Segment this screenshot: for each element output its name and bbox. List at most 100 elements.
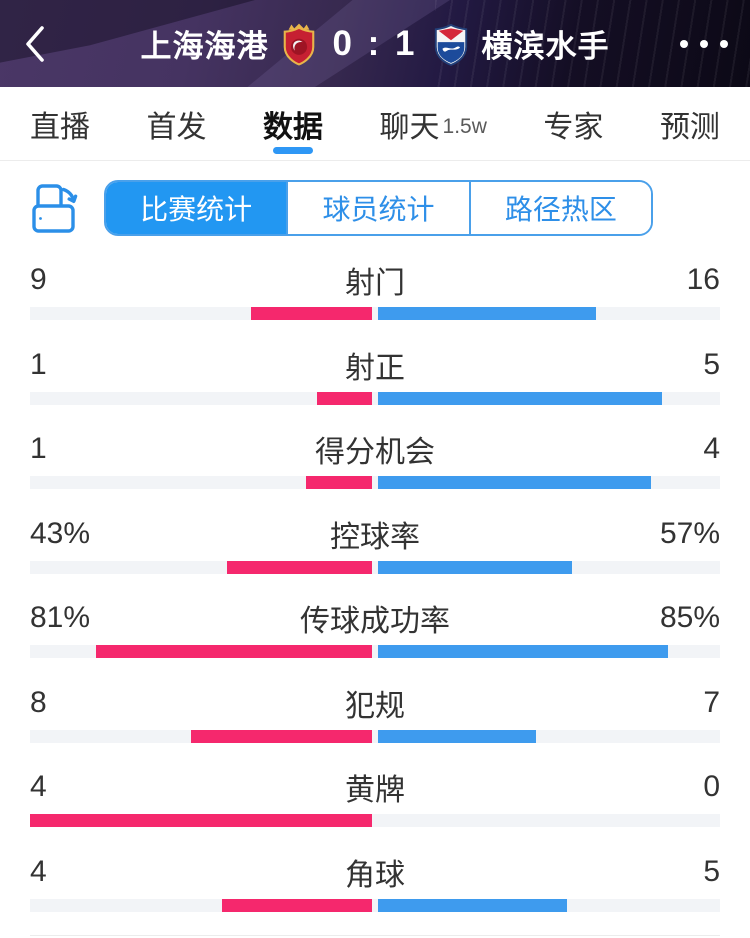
stat-line: 9 射门 16: [30, 259, 720, 301]
stat-bar-track: [30, 898, 720, 912]
stat-row: 4 黄牌 0: [30, 766, 720, 851]
stat-line: 43% 控球率 57%: [30, 513, 720, 555]
stat-home-value: 4: [30, 854, 47, 888]
home-team-badge-icon: [284, 23, 315, 66]
stat-home-value: 1: [30, 347, 47, 381]
stat-bar-home: [226, 560, 372, 574]
stat-home-value: 81%: [30, 601, 91, 634]
stat-home-value: 43%: [30, 516, 91, 550]
tab-label: 预测: [659, 110, 720, 144]
stat-bar-away: [378, 476, 651, 489]
stat-row: 1 射正 5: [30, 344, 720, 429]
tab-label: 聊天: [379, 110, 440, 144]
away-team-name: 横滨水手: [481, 29, 610, 64]
stat-line: 1 得分机会 4: [30, 428, 720, 470]
tab-label: 数据: [263, 110, 324, 144]
rotate-screen-button[interactable]: [30, 180, 90, 236]
match-header: 上海海港 0 : 1 横滨水手: [0, 0, 750, 87]
stat-label: 犯规: [345, 689, 405, 723]
stat-bar-away: [378, 898, 567, 912]
stat-row: 4 角球 5: [30, 851, 720, 936]
header-decoration: [435, 0, 750, 87]
segment-label: 球员统计: [322, 194, 435, 225]
active-tab-indicator: [273, 147, 314, 154]
section-divider: [30, 935, 720, 936]
stat-away-value: 7: [703, 685, 720, 719]
stat-label: 射门: [345, 267, 405, 300]
stat-bar-away: [378, 307, 596, 320]
stat-bar-away: [378, 645, 669, 658]
tab-expert[interactable]: 专家: [543, 87, 603, 160]
away-team-badge-icon: [434, 23, 467, 66]
chat-count-badge: 1.5w: [442, 114, 487, 138]
stat-row: 1 得分机会 4: [30, 428, 720, 513]
stat-row: 81% 传球成功率 85%: [30, 597, 720, 682]
stat-line: 4 黄牌 0: [30, 766, 720, 808]
stat-away-value: 4: [703, 432, 720, 465]
stat-line: 8 犯规 7: [30, 682, 720, 724]
stat-label: 角球: [345, 858, 405, 892]
tab-data[interactable]: 数据: [263, 87, 323, 160]
match-title: 上海海港 0 : 1 横滨水手: [0, 0, 750, 87]
stat-bar-home: [317, 391, 372, 405]
stat-bar-track: [30, 729, 720, 743]
stat-bar-track: [30, 645, 720, 658]
stat-row: 43% 控球率 57%: [30, 513, 720, 598]
stat-bar-home: [191, 729, 372, 743]
stat-bar-home: [306, 476, 372, 489]
stats-segmented-control: 比赛统计 球员统计 路径热区: [104, 180, 653, 236]
home-team-name: 上海海港: [140, 29, 269, 64]
stat-bar-track: [30, 560, 720, 574]
ellipsis-icon: [680, 39, 728, 48]
stat-bar-track: [30, 476, 720, 489]
segment-player-stats[interactable]: 球员统计: [286, 182, 469, 234]
tab-label: 专家: [543, 110, 604, 144]
stat-home-value: 4: [30, 770, 47, 803]
stats-subtab-row: 比赛统计 球员统计 路径热区: [0, 161, 750, 255]
tab-live[interactable]: 直播: [30, 87, 90, 160]
stat-row: 8 犯规 7: [30, 682, 720, 767]
segment-label: 比赛统计: [140, 194, 253, 225]
stat-bar-home: [250, 307, 372, 320]
stat-row: 9 射门 16: [30, 259, 720, 344]
stat-bar-away: [378, 391, 663, 405]
stat-line: 81% 传球成功率 85%: [30, 597, 720, 639]
tab-lineup[interactable]: 首发: [147, 87, 207, 160]
stat-line: 4 角球 5: [30, 851, 720, 893]
stat-label: 得分机会: [315, 436, 435, 469]
stat-away-value: 57%: [659, 516, 720, 550]
back-button[interactable]: [0, 0, 70, 87]
tab-label: 直播: [30, 110, 90, 144]
match-stats-list: 9 射门 16 1 射正 5 1 得分机会 4: [0, 255, 750, 935]
stat-bar-home: [95, 645, 372, 658]
stat-bar-track: [30, 307, 720, 320]
match-score: 0 : 1: [332, 23, 418, 63]
tab-predict[interactable]: 预测: [660, 87, 720, 160]
stat-label: 控球率: [330, 520, 420, 554]
stat-away-value: 16: [686, 263, 720, 296]
rotate-device-icon: [32, 184, 78, 233]
more-options-button[interactable]: [680, 0, 728, 87]
segment-match-stats[interactable]: 比赛统计: [106, 182, 287, 234]
main-tab-bar: 直播 首发 数据 聊天 1.5w 专家 预测: [0, 87, 750, 161]
stat-bar-home: [30, 814, 372, 827]
stat-label: 射正: [345, 351, 405, 385]
stat-bar-away: [378, 560, 572, 574]
stat-label: 传球成功率: [300, 605, 450, 638]
tab-chat[interactable]: 聊天 1.5w: [380, 87, 487, 160]
tab-label: 首发: [146, 110, 207, 144]
segment-label: 路径热区: [504, 194, 617, 225]
stat-home-value: 8: [30, 685, 47, 719]
stat-bar-track: [30, 391, 720, 405]
stat-line: 1 射正 5: [30, 344, 720, 386]
back-chevron-icon: [26, 25, 44, 62]
stat-home-value: 9: [30, 263, 47, 296]
segment-heatmap[interactable]: 路径热区: [468, 182, 651, 234]
stat-bar-home: [221, 898, 372, 912]
stat-away-value: 5: [703, 347, 720, 381]
stat-bar-away: [378, 729, 537, 743]
stat-away-value: 0: [703, 770, 720, 803]
stat-away-value: 5: [703, 854, 720, 888]
stat-bar-track: [30, 814, 720, 827]
